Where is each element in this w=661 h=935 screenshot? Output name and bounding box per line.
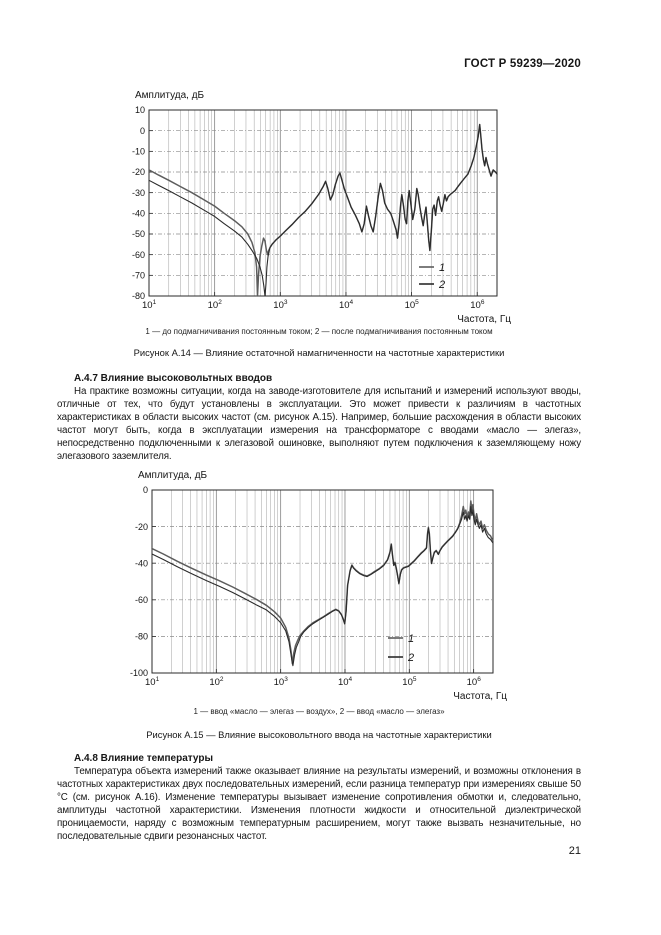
svg-text:101: 101 xyxy=(142,299,157,311)
svg-text:Частота, Гц: Частота, Гц xyxy=(457,314,511,325)
svg-text:-60: -60 xyxy=(135,595,148,605)
svg-text:1: 1 xyxy=(439,262,445,274)
series-2-curve xyxy=(151,505,494,667)
svg-text:102: 102 xyxy=(208,299,223,311)
svg-text:104: 104 xyxy=(338,676,353,688)
series-1-curve xyxy=(151,500,494,665)
svg-text:0: 0 xyxy=(143,485,148,495)
svg-text:-40: -40 xyxy=(135,558,148,568)
section-a47-heading: А.4.7 Влияние высоковольтных вводов xyxy=(74,373,273,384)
figure-a14-caption: Рисунок А.14 — Влияние остаточной намагн… xyxy=(133,347,505,358)
svg-text:10: 10 xyxy=(135,105,145,115)
svg-text:-10: -10 xyxy=(132,147,145,157)
svg-text:-30: -30 xyxy=(132,188,145,198)
grid xyxy=(152,490,493,673)
legend: 12 xyxy=(388,633,414,664)
svg-text:106: 106 xyxy=(467,676,482,688)
figure-a15-chart: Амплитуда, дБ 0 -20 -40 -60 -80 -100 101 102 103 1… xyxy=(115,466,535,706)
svg-text:Амплитуда, дБ: Амплитуда, дБ xyxy=(135,90,205,101)
frequency-response-plot: Амплитуда, дБ 10 0 -10 -20 -30 -40 -50 -60 -70 -80… xyxy=(132,90,511,325)
svg-text:101: 101 xyxy=(145,676,160,688)
document-header-title: ГОСТ Р 59239—2020 xyxy=(464,58,581,70)
svg-text:-20: -20 xyxy=(135,522,148,532)
axis-ticks xyxy=(151,489,475,674)
svg-text:-40: -40 xyxy=(132,209,145,219)
section-a48-heading: А.4.8 Влияние температуры xyxy=(74,753,213,764)
svg-text:-80: -80 xyxy=(135,632,148,642)
series-curves xyxy=(148,123,498,297)
svg-text:Частота, Гц: Частота, Гц xyxy=(453,691,507,702)
page-number: 21 xyxy=(568,845,581,857)
svg-text:105: 105 xyxy=(402,676,417,688)
series-2-curve xyxy=(148,123,498,297)
svg-text:-100: -100 xyxy=(130,668,148,678)
figure-a14-chart: Амплитуда, дБ 10 0 -10 -20 -30 -40 -50 -60 -70 -80… xyxy=(115,86,535,326)
figure-a15-legend-caption: 1 — ввод «масло — элегаз — воздух», 2 — … xyxy=(193,707,445,716)
grid xyxy=(149,110,497,296)
svg-text:1: 1 xyxy=(408,633,414,645)
svg-text:-60: -60 xyxy=(132,250,145,260)
svg-text:-80: -80 xyxy=(132,291,145,301)
plot-border xyxy=(148,109,498,297)
section-a48-body: Температура объекта измерений также оказ… xyxy=(57,766,581,842)
svg-text:-50: -50 xyxy=(132,229,145,239)
svg-text:104: 104 xyxy=(339,299,354,311)
legend: 12 xyxy=(419,262,445,291)
section-a47-body: На практике возможны ситуации, когда на … xyxy=(57,386,581,462)
svg-text:103: 103 xyxy=(273,299,288,311)
svg-text:102: 102 xyxy=(209,676,224,688)
svg-text:0: 0 xyxy=(140,126,145,136)
svg-text:-70: -70 xyxy=(132,271,145,281)
svg-text:2: 2 xyxy=(438,279,445,291)
axis-labels: Амплитуда, дБ 10 0 -10 -20 -30 -40 -50 -60 -70 -80… xyxy=(132,90,511,325)
figure-a15-caption: Рисунок А.15 — Влияние высоковольтного в… xyxy=(146,729,492,740)
plot-border xyxy=(151,489,494,674)
svg-text:105: 105 xyxy=(405,299,420,311)
svg-text:Амплитуда, дБ: Амплитуда, дБ xyxy=(138,470,208,481)
svg-text:106: 106 xyxy=(470,299,485,311)
series-curves xyxy=(151,500,494,667)
svg-text:2: 2 xyxy=(407,652,414,664)
svg-text:103: 103 xyxy=(274,676,289,688)
svg-text:-20: -20 xyxy=(132,167,145,177)
figure-a14-legend-caption: 1 — до подмагничивания постоянным током;… xyxy=(145,327,493,336)
